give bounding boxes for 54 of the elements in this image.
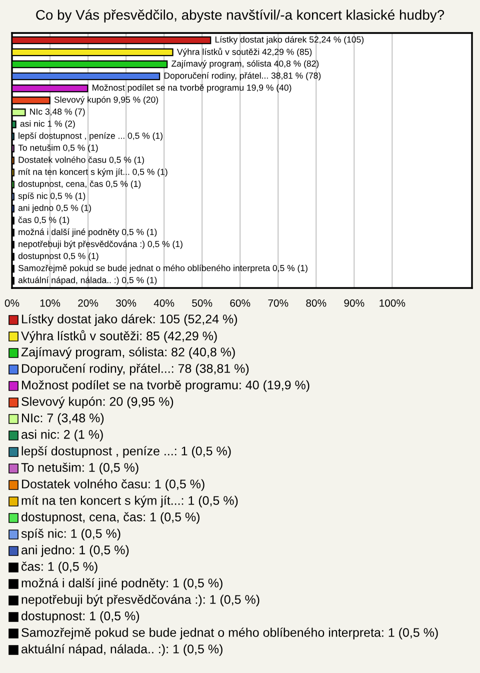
text: aktuální nápad, nálada.. :): 1 (0,5 %) bbox=[22, 644, 222, 656]
text: čas: 1 (0,5 %) bbox=[22, 562, 98, 574]
x-tick-label: 30% bbox=[116, 299, 136, 307]
data-label: Zajímavý program, sólista 40,8 % (82) bbox=[172, 60, 319, 68]
text: Doporučení rodiny, přátel...: 78 (38,81 %) bbox=[22, 364, 249, 376]
x-tick-label: 70% bbox=[268, 299, 288, 307]
x-tick-label: 50% bbox=[192, 299, 212, 307]
text: asi nic: 2 (1 %) bbox=[22, 430, 103, 442]
data-label: čas 0,5 % (1) bbox=[18, 216, 70, 225]
x-tick-label: 60% bbox=[230, 299, 250, 307]
text: Samozřejmě pokud se bude jednat o mého oblíbeného interpreta: 1 (0,5 %) bbox=[22, 628, 438, 640]
text: mít na ten koncert s kým jít...: 1 (0,5 %) bbox=[22, 496, 238, 508]
data-label: Lístky dostat jako dárek 52,24 % (105) bbox=[215, 36, 364, 44]
data-label: Možnost podílet se na tvorbě programu 19,9 % (40) bbox=[92, 84, 292, 92]
data-label: asi nic 1 % (2) bbox=[20, 120, 75, 128]
x-tick-label: 80% bbox=[306, 299, 326, 307]
text: lepší dostupnost , peníze ...: 1 (0,5 %) bbox=[22, 446, 231, 458]
data-label: Doporučení rodiny, přátel... 38,81 % (78) bbox=[164, 72, 321, 80]
data-label: dostupnost, cena, čas 0,5 % (1) bbox=[18, 180, 141, 189]
text: možná i další jiné podněty: 1 (0,5 %) bbox=[22, 578, 222, 590]
text: Slevový kupón: 20 (9,95 %) bbox=[22, 396, 174, 408]
data-label: ani jedno 0,5 % (1) bbox=[18, 204, 91, 213]
text: spíš nic: 1 (0,5 %) bbox=[21, 528, 120, 540]
x-tick-label: 40% bbox=[154, 299, 174, 307]
text: Možnost podílet se na tvorbě programu: 40 (19,9 %) bbox=[22, 380, 310, 392]
text: Zajímavý program, sólista: 82 (40,8 %) bbox=[21, 347, 235, 359]
data-label: možná i další jiné podněty 0,5 % (1) bbox=[18, 228, 157, 237]
data-label: Slevový kupón 9,95 % (20) bbox=[54, 96, 158, 104]
text: NIc: 7 (3,48 %) bbox=[22, 413, 104, 425]
data-label: dostupnost 0,5 % (1) bbox=[18, 252, 98, 261]
text: dostupnost: 1 (0,5 %) bbox=[22, 611, 140, 623]
text: Lístky dostat jako dárek: 105 (52,24 %) bbox=[22, 314, 238, 326]
data-label: nepotřebuji být přesvědčována :) 0,5 % (1) bbox=[18, 240, 182, 249]
text: To netušim: 1 (0,5 %) bbox=[21, 462, 138, 474]
x-tick-label: 100% bbox=[380, 299, 406, 307]
x-tick-label: 20% bbox=[78, 299, 98, 307]
data-label: Samozřejmě pokud se bude jednat o mého oblíbeného interpreta 0,5 % (1) bbox=[18, 264, 308, 273]
data-label: spíš nic 0,5 % (1) bbox=[18, 192, 86, 201]
data-label: mít na ten koncert s kým jít... 0,5 % (1) bbox=[18, 168, 168, 177]
data-label: Dostatek volného času 0,5 % (1) bbox=[18, 156, 144, 165]
x-tick-label: 0% bbox=[4, 299, 20, 307]
text: dostupnost, cena, čas: 1 (0,5 %) bbox=[22, 512, 200, 524]
text: nepotřebuji být přesvědčována :): 1 (0,5 %) bbox=[22, 594, 260, 606]
data-label: aktuální nápad, nálada.. :) 0,5 % (1) bbox=[18, 276, 157, 285]
text: Dostatek volného času: 1 (0,5 %) bbox=[22, 479, 204, 491]
data-label: lepší dostupnost , peníze ... 0,5 % (1) bbox=[18, 132, 162, 141]
x-tick-label: 10% bbox=[40, 299, 60, 307]
data-label: NIc 3,48 % (7) bbox=[30, 108, 85, 116]
data-label: To netušim 0,5 % (1) bbox=[18, 144, 98, 153]
text: ani jedno: 1 (0,5 %) bbox=[22, 545, 129, 557]
data-label: Výhra lístků v soutěži 42,29 % (85) bbox=[176, 48, 312, 57]
text: Výhra lístků v soutěži: 85 (42,29 %) bbox=[21, 330, 217, 343]
x-tick-label: 90% bbox=[344, 299, 364, 307]
chart-title: Co by Vás přesvědčilo, abyste navštívil/-a koncert klasické hudby? bbox=[36, 9, 444, 23]
